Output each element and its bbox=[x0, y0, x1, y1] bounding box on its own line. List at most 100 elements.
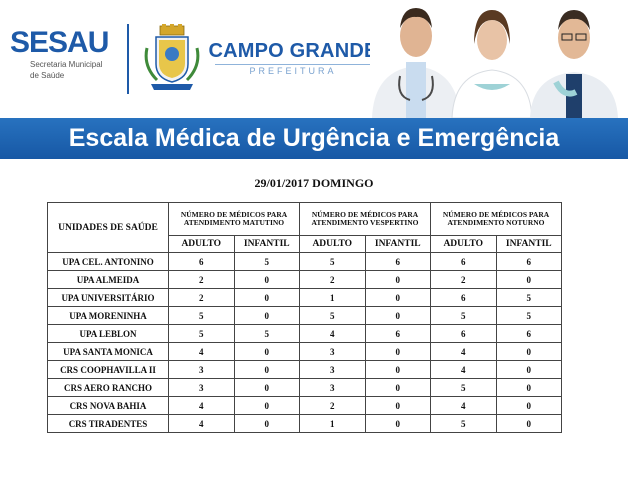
table-row: UPA CEL. ANTONINO 6 5 5 6 6 6 bbox=[47, 252, 562, 271]
doctor-count-cell: 0 bbox=[364, 360, 431, 379]
doctor-count-cell: 6 bbox=[364, 324, 431, 343]
table-row: UPA LEBLON 5 5 4 6 6 6 bbox=[47, 324, 562, 343]
doctor-count-cell: 4 bbox=[299, 324, 366, 343]
table-row: CRS TIRADENTES 4 0 1 0 5 0 bbox=[47, 414, 562, 433]
doctor-count-cell: 3 bbox=[299, 342, 366, 361]
doctor-count-cell: 5 bbox=[299, 252, 366, 271]
doctor-count-cell: 5 bbox=[299, 306, 366, 325]
table-row: UPA UNIVERSITÁRIO 2 0 1 0 6 5 bbox=[47, 288, 562, 307]
banner-title: Escala Médica de Urgência e Emergência bbox=[68, 124, 560, 152]
doctor-count-cell: 3 bbox=[299, 378, 366, 397]
night-child-header: INFANTIL bbox=[495, 234, 562, 254]
unit-name-cell: UPA CEL. ANTONINO bbox=[47, 252, 169, 271]
doctor-count-cell: 4 bbox=[430, 396, 497, 415]
doctor-count-cell: 5 bbox=[495, 288, 562, 307]
morning-adult-header: ADULTO bbox=[168, 234, 235, 254]
doctor-count-cell: 0 bbox=[233, 378, 300, 397]
doctor-count-cell: 0 bbox=[495, 342, 562, 361]
doctor-count-cell: 0 bbox=[364, 414, 431, 433]
doctor-count-cell: 5 bbox=[495, 306, 562, 325]
table-subheader-row: ADULTO INFANTIL ADULTO INFANTIL ADULTO I… bbox=[48, 234, 562, 254]
doctor-count-cell: 0 bbox=[364, 378, 431, 397]
doctor-count-cell: 3 bbox=[299, 360, 366, 379]
table-row: CRS AERO RANCHO 3 0 3 0 5 0 bbox=[47, 378, 562, 397]
doctor-count-cell: 3 bbox=[168, 360, 235, 379]
city-subtitle: PREFEITURA bbox=[215, 64, 371, 76]
doctor-count-cell: 2 bbox=[168, 288, 235, 307]
doctor-count-cell: 0 bbox=[364, 306, 431, 325]
doctor-count-cell: 6 bbox=[168, 252, 235, 271]
doctor-count-cell: 0 bbox=[233, 306, 300, 325]
unit-name-cell: CRS COOPHAVILLA II bbox=[47, 360, 169, 379]
doctor-count-cell: 6 bbox=[495, 252, 562, 271]
unit-name-cell: UPA ALMEIDA bbox=[47, 270, 169, 289]
doctor-count-cell: 4 bbox=[168, 342, 235, 361]
logo-divider bbox=[127, 24, 129, 94]
sesau-subtitle-line1: Secretaria Municipal bbox=[30, 60, 103, 69]
table-body: UPA CEL. ANTONINO 6 5 5 6 6 6 UPA ALMEIDA 2 0 2 0 2 0… bbox=[47, 252, 562, 433]
doctor-count-cell: 0 bbox=[233, 414, 300, 433]
night-adult-header: ADULTO bbox=[430, 234, 497, 254]
doctors-photo bbox=[370, 0, 628, 118]
unit-name-cell: CRS TIRADENTES bbox=[47, 414, 169, 433]
unit-name-cell: UPA SANTA MONICA bbox=[47, 342, 169, 361]
campo-grande-logo: CAMPO GRANDE PREFEITURA bbox=[203, 40, 383, 76]
doctor-count-cell: 4 bbox=[430, 360, 497, 379]
doctor-count-cell: 0 bbox=[364, 288, 431, 307]
doctor-count-cell: 0 bbox=[364, 396, 431, 415]
doctor-count-cell: 5 bbox=[168, 324, 235, 343]
doctor-count-cell: 0 bbox=[233, 396, 300, 415]
unit-name-cell: CRS NOVA BAHIA bbox=[47, 396, 169, 415]
doctor-count-cell: 5 bbox=[430, 306, 497, 325]
night-shift-header: NÚMERO DE MÉDICOS PARA ATENDIMENTO NOTUR… bbox=[430, 202, 562, 236]
doctor-count-cell: 0 bbox=[495, 414, 562, 433]
table-row: UPA SANTA MONICA 4 0 3 0 4 0 bbox=[47, 342, 562, 361]
doctor-count-cell: 6 bbox=[495, 324, 562, 343]
doctor-count-cell: 0 bbox=[495, 396, 562, 415]
doctor-count-cell: 2 bbox=[299, 270, 366, 289]
table-row: UPA MORENINHA 5 0 5 0 5 5 bbox=[47, 306, 562, 325]
doctor-count-cell: 4 bbox=[168, 414, 235, 433]
doctor-count-cell: 5 bbox=[233, 324, 300, 343]
unit-name-cell: UPA MORENINHA bbox=[47, 306, 169, 325]
morning-child-header: INFANTIL bbox=[233, 234, 300, 254]
doctor-count-cell: 2 bbox=[168, 270, 235, 289]
afternoon-adult-header: ADULTO bbox=[299, 234, 366, 254]
doctor-count-cell: 6 bbox=[430, 288, 497, 307]
title-banner: Escala Médica de Urgência e Emergência bbox=[0, 118, 628, 159]
doctor-count-cell: 0 bbox=[233, 342, 300, 361]
doctor-count-cell: 0 bbox=[495, 270, 562, 289]
doctor-count-cell: 0 bbox=[495, 378, 562, 397]
sesau-subtitle-line2: de Saúde bbox=[30, 71, 65, 80]
doctor-count-cell: 4 bbox=[168, 396, 235, 415]
header: SESAU Secretaria Municipal de Saúde CAMP… bbox=[0, 0, 628, 118]
city-name: CAMPO GRANDE bbox=[208, 40, 378, 62]
table-header-row: UNIDADES DE SAÚDE NÚMERO DE MÉDICOS PARA… bbox=[47, 202, 562, 253]
doctor-count-cell: 1 bbox=[299, 288, 366, 307]
doctor-count-cell: 2 bbox=[299, 396, 366, 415]
doctor-count-cell: 5 bbox=[430, 414, 497, 433]
table-row: CRS NOVA BAHIA 4 0 2 0 4 0 bbox=[47, 396, 562, 415]
sesau-logo: SESAU Secretaria Municipal de Saúde bbox=[10, 26, 109, 81]
afternoon-shift-header: NÚMERO DE MÉDICOS PARA ATENDIMENTO VESPE… bbox=[299, 202, 431, 236]
unit-name-cell: UPA LEBLON bbox=[47, 324, 169, 343]
unit-name-cell: CRS AERO RANCHO bbox=[47, 378, 169, 397]
doctor-count-cell: 0 bbox=[364, 342, 431, 361]
coat-of-arms-icon bbox=[144, 24, 200, 90]
schedule-date: 29/01/2017 DOMINGO bbox=[254, 176, 374, 190]
doctor-count-cell: 0 bbox=[364, 270, 431, 289]
doctor-count-cell: 4 bbox=[430, 342, 497, 361]
doctor-count-cell: 5 bbox=[430, 378, 497, 397]
sesau-wordmark: SESAU bbox=[10, 26, 109, 59]
doctor-count-cell: 6 bbox=[364, 252, 431, 271]
doctor-count-cell: 2 bbox=[430, 270, 497, 289]
doctor-count-cell: 0 bbox=[233, 360, 300, 379]
doctor-count-cell: 0 bbox=[233, 270, 300, 289]
doctor-count-cell: 5 bbox=[233, 252, 300, 271]
doctor-count-cell: 0 bbox=[495, 360, 562, 379]
doctor-count-cell: 0 bbox=[233, 288, 300, 307]
morning-shift-header: NÚMERO DE MÉDICOS PARA ATENDIMENTO MATUT… bbox=[168, 202, 300, 236]
unit-name-cell: UPA UNIVERSITÁRIO bbox=[47, 288, 169, 307]
doctor-count-cell: 3 bbox=[168, 378, 235, 397]
doctor-count-cell: 1 bbox=[299, 414, 366, 433]
